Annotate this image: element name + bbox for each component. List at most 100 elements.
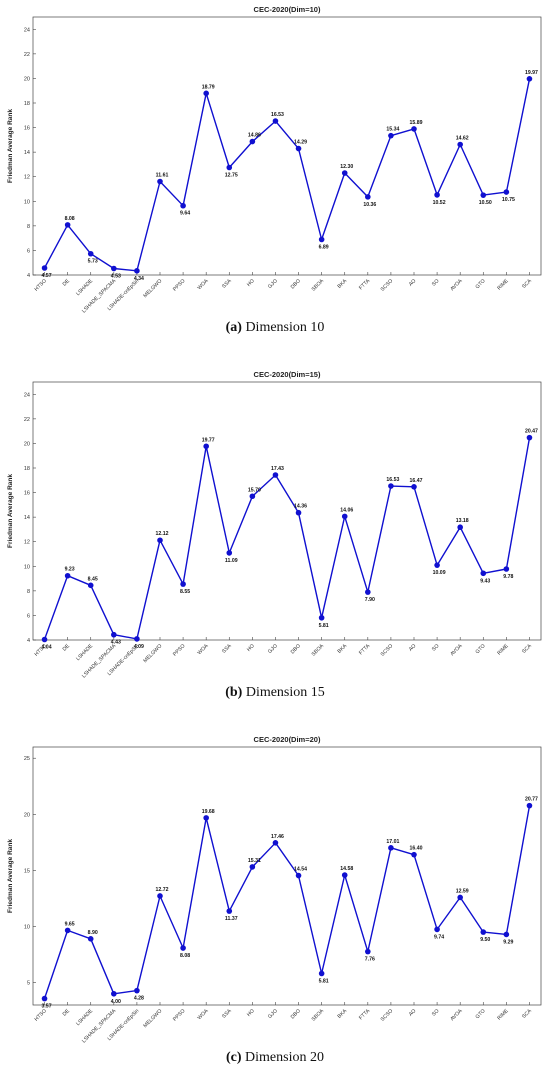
x-tick-label: HO [246, 278, 256, 288]
y-tick-label: 6 [27, 248, 30, 254]
y-tick-label: 4 [27, 273, 30, 279]
y-tick-label: 22 [24, 417, 30, 423]
data-label: 12.12 [156, 531, 169, 537]
data-label: 8.90 [88, 930, 98, 936]
data-label: 9.65 [65, 921, 75, 927]
data-label: 11.09 [225, 558, 238, 564]
data-label: 10.52 [433, 200, 446, 206]
series-line [43, 805, 531, 999]
x-tick-label: BKA [337, 1008, 349, 1020]
data-point [249, 493, 256, 500]
data-label: 9.74 [434, 934, 444, 940]
data-point [64, 222, 71, 228]
data-label: 16.47 [410, 478, 423, 484]
data-point [318, 236, 325, 243]
data-point [480, 570, 487, 577]
x-tick-label: SCA [521, 278, 533, 290]
x-tick-label: DE [62, 643, 72, 653]
x-tick-label: DBO [290, 278, 302, 290]
data-point [111, 990, 117, 997]
data-point [134, 268, 140, 274]
data-point [526, 802, 533, 809]
x-tick-label: SBOA [311, 278, 326, 293]
data-point [134, 987, 140, 994]
data-point [526, 434, 533, 441]
data-label: 3.57 [41, 1004, 51, 1010]
x-tick-label: GTO [475, 278, 487, 290]
caption-dim10: (a) Dimension 10 [0, 320, 550, 336]
x-tick-label: SCA [521, 1008, 533, 1020]
data-point [87, 250, 94, 257]
plot-area [32, 16, 542, 276]
data-label: 16.53 [386, 477, 399, 483]
x-tick-label: LSHADE [75, 278, 94, 297]
data-point [503, 931, 510, 938]
data-label: 4.34 [134, 276, 144, 282]
caption-tag: (b) [225, 685, 243, 700]
caption-tag: (c) [226, 1050, 242, 1065]
y-tick-label: 10 [24, 199, 30, 205]
x-tick-label: BKA [337, 643, 349, 655]
data-point [526, 75, 533, 82]
x-tick-label: RIME [496, 643, 510, 657]
x-tick-label: RIME [496, 278, 510, 292]
y-tick-label: 16 [24, 491, 30, 497]
x-tick-label: HO [246, 1008, 256, 1018]
data-point [457, 894, 463, 901]
data-point [272, 839, 279, 846]
data-label: 13.18 [456, 518, 469, 524]
x-tick-label: MELGWO [142, 643, 163, 664]
data-label: 15.70 [248, 487, 261, 493]
data-label: 15.89 [410, 120, 423, 126]
data-point [226, 164, 233, 171]
data-point [272, 472, 279, 478]
y-tick-label: 10 [24, 564, 30, 570]
x-tick-label: GJO [267, 1008, 279, 1020]
data-point [157, 537, 163, 544]
y-tick-label: 8 [27, 224, 30, 230]
x-tick-label: SSA [221, 643, 233, 655]
data-label: 11.61 [156, 173, 169, 179]
x-tick-label: AO [408, 643, 418, 653]
y-tick-label: 4 [27, 638, 30, 644]
data-label: 12.72 [156, 887, 169, 893]
data-point [434, 192, 440, 198]
y-axis-label: Friedman Average Rank [7, 109, 14, 183]
data-label: 4.53 [111, 273, 121, 279]
data-point [111, 631, 117, 638]
data-label: 10.09 [433, 570, 446, 576]
data-point [434, 926, 440, 933]
data-label: 15.31 [248, 858, 261, 864]
data-point [365, 194, 371, 200]
chart-title: CEC-2020(Dim=15) [254, 370, 321, 379]
x-tick-label: GJO [267, 278, 279, 290]
data-point [480, 929, 487, 935]
data-label: 9.43 [480, 578, 490, 584]
data-point [157, 178, 163, 185]
y-tick-label: 12 [24, 175, 30, 181]
data-point [203, 443, 209, 450]
data-point [87, 936, 94, 942]
chart-svg-dim10: CEC-2020(Dim=10) Friedman Average Rank 4 6 8… [7, 5, 542, 314]
x-tick-label: HTSO [34, 1008, 48, 1022]
x-tick-label: DBO [290, 1008, 302, 1020]
x-tick-label: SCSO [380, 278, 395, 293]
data-point [41, 265, 48, 271]
series-line [43, 437, 531, 640]
data-point [503, 566, 510, 572]
x-tick-label: MELGWO [142, 1008, 163, 1029]
x-tick-label: WOA [197, 278, 210, 291]
data-point [134, 636, 140, 642]
x-tick-label: AO [408, 278, 418, 288]
data-label: 16.40 [410, 846, 423, 852]
data-label: 12.59 [456, 888, 469, 894]
data-point [480, 192, 487, 198]
y-tick-label: 14 [24, 515, 30, 521]
data-point [503, 189, 510, 195]
data-point [226, 908, 233, 914]
y-tick-label: 24 [24, 27, 30, 33]
data-point [41, 995, 48, 1002]
data-point [411, 851, 417, 858]
caption-text: Dimension 15 [242, 685, 325, 700]
data-label: 5.73 [88, 259, 98, 265]
